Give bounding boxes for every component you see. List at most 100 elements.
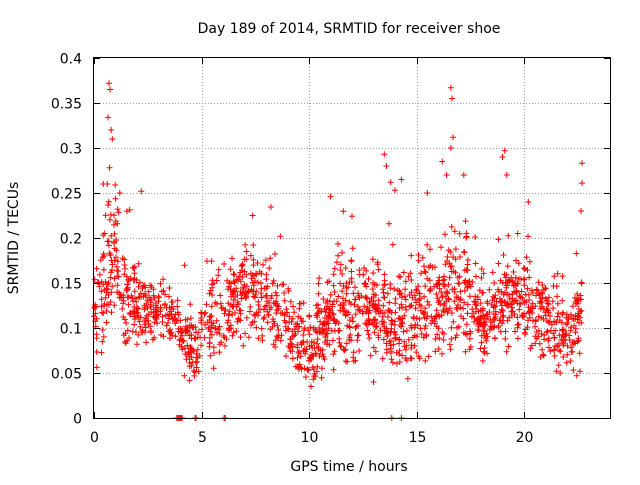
data-point	[520, 314, 527, 321]
data-point	[491, 335, 498, 342]
data-point	[392, 187, 398, 194]
data-point	[115, 268, 122, 275]
data-point	[402, 286, 409, 293]
data-point	[251, 311, 258, 318]
data-point	[516, 306, 523, 313]
data-point	[336, 335, 343, 342]
data-point	[111, 238, 117, 245]
data-point	[291, 309, 298, 316]
data-point	[194, 346, 201, 353]
data-point	[391, 286, 398, 292]
data-point	[369, 302, 376, 309]
data-point	[349, 314, 356, 321]
data-point	[154, 304, 160, 311]
data-point	[308, 342, 315, 349]
data-point	[243, 271, 250, 278]
data-point	[198, 326, 205, 333]
data-point	[437, 301, 444, 308]
data-point	[93, 364, 100, 371]
data-point	[288, 319, 295, 325]
data-point	[111, 245, 118, 252]
data-point	[492, 308, 499, 315]
data-point	[477, 300, 484, 307]
data-point	[467, 330, 474, 337]
data-point	[451, 228, 458, 235]
data-point	[508, 301, 515, 308]
data-point	[551, 352, 558, 359]
chart-title: Day 189 of 2014, SRMTID for receiver sho…	[198, 21, 501, 37]
data-point	[533, 292, 539, 299]
data-point	[518, 288, 525, 295]
data-point	[463, 233, 470, 240]
data-point	[448, 223, 455, 230]
data-point	[337, 280, 344, 287]
data-point	[427, 262, 434, 269]
data-point	[190, 367, 197, 374]
data-point	[158, 288, 165, 295]
data-point	[124, 281, 131, 288]
data-point	[277, 310, 284, 317]
data-point	[526, 274, 533, 281]
data-point	[480, 305, 486, 312]
data-point	[242, 241, 249, 248]
data-point	[436, 274, 443, 281]
data-point	[184, 342, 191, 349]
data-point	[107, 86, 114, 93]
data-point	[108, 127, 115, 133]
data-point	[207, 352, 214, 359]
data-point	[390, 341, 397, 348]
data-point	[320, 320, 327, 327]
data-point	[560, 340, 567, 347]
data-point	[104, 181, 111, 187]
data-point	[331, 316, 338, 323]
data-point	[557, 348, 564, 355]
data-point	[439, 293, 446, 299]
data-point	[193, 350, 200, 357]
data-point	[314, 314, 321, 321]
data-point	[497, 317, 504, 324]
data-point	[381, 294, 388, 301]
data-point	[486, 286, 493, 293]
data-point	[181, 372, 188, 379]
data-point	[239, 274, 246, 280]
data-point	[419, 254, 426, 261]
data-point	[216, 341, 223, 348]
data-point	[356, 347, 363, 354]
data-point	[255, 302, 262, 308]
data-point	[363, 294, 370, 301]
data-point	[443, 298, 450, 305]
data-point	[510, 282, 517, 289]
data-point	[145, 311, 152, 318]
data-point	[109, 283, 116, 290]
data-point	[412, 296, 419, 303]
data-point	[114, 289, 121, 295]
data-point	[396, 315, 403, 321]
data-point	[335, 240, 341, 247]
data-point	[298, 341, 305, 348]
data-point	[255, 312, 261, 319]
data-point	[124, 284, 131, 291]
x-tick-label: 0	[90, 430, 99, 446]
data-point	[380, 289, 387, 296]
data-point	[310, 352, 317, 359]
data-point	[91, 276, 98, 283]
data-point	[408, 342, 415, 349]
data-point	[213, 329, 220, 336]
data-point	[370, 279, 376, 286]
y-tick-label: 0.25	[51, 187, 82, 203]
data-point	[526, 258, 533, 265]
data-point	[455, 294, 462, 301]
data-point	[525, 199, 532, 205]
data-point	[389, 359, 396, 366]
data-point	[187, 301, 194, 308]
data-point	[125, 301, 132, 308]
data-point	[499, 307, 506, 314]
data-point	[537, 295, 544, 301]
data-point	[408, 252, 415, 259]
data-point	[525, 304, 532, 311]
data-point	[496, 295, 503, 302]
data-point	[456, 230, 463, 237]
data-point	[524, 324, 531, 331]
data-point	[524, 285, 531, 292]
y-tick-label: 0.3	[60, 142, 82, 158]
